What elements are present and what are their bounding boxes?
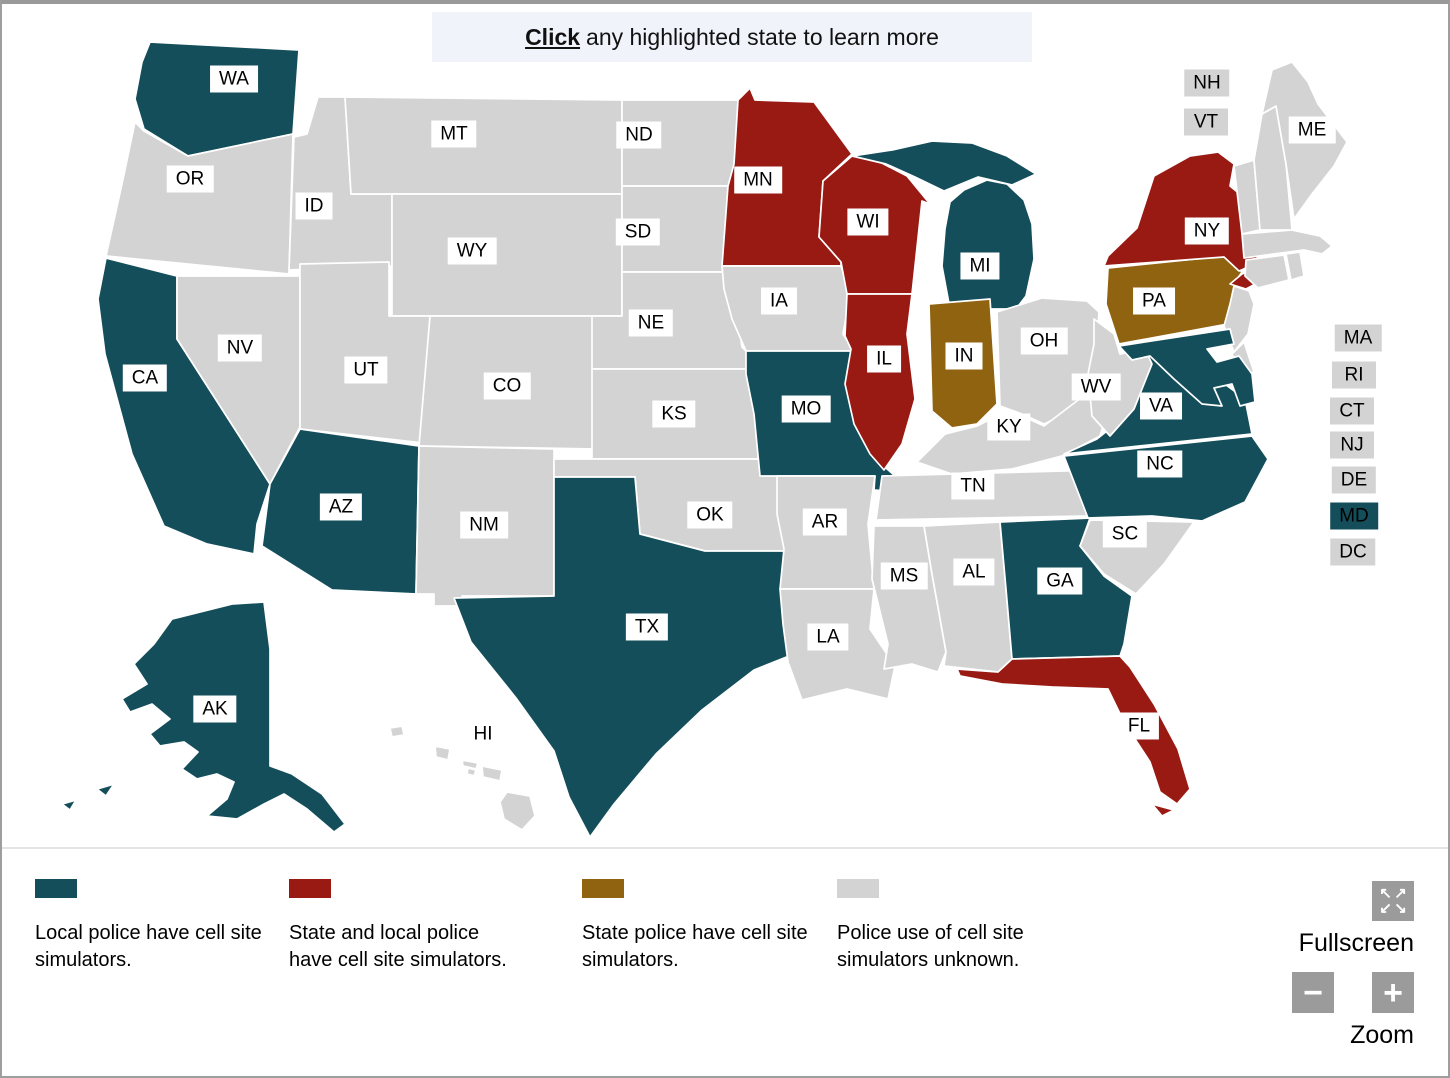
- state-label-SC: SC: [1102, 520, 1148, 548]
- state-label-ME: ME: [1288, 116, 1336, 144]
- state-label-MS: MS: [880, 562, 928, 590]
- fullscreen-label: Fullscreen: [1298, 929, 1414, 957]
- state-label-NJ: NJ: [1330, 431, 1374, 459]
- state-label-NM: NM: [460, 511, 508, 539]
- legend-label-state-local: State and local police have cell site si…: [289, 922, 507, 971]
- state-label-RI: RI: [1332, 361, 1376, 389]
- state-label-OR: OR: [166, 165, 214, 193]
- map-area: Click any highlighted state to learn mor…: [2, 4, 1448, 845]
- instruction-banner: Click any highlighted state to learn mor…: [432, 12, 1032, 62]
- state-label-WI[interactable]: WI: [847, 208, 889, 236]
- state-label-AK[interactable]: AK: [193, 695, 237, 723]
- state-label-VA[interactable]: VA: [1140, 392, 1182, 420]
- legend-item-unknown: Police use of cell site simulators unkno…: [837, 879, 1069, 974]
- instruction-click-word: Click: [525, 23, 581, 50]
- plus-icon: +: [1383, 973, 1403, 1012]
- state-TX[interactable]: [453, 476, 795, 838]
- state-label-CT: CT: [1330, 397, 1374, 425]
- legend-label-state: State police have cell site simulators.: [582, 922, 808, 971]
- zoom-label: Zoom: [1350, 1021, 1414, 1049]
- state-label-LA: LA: [807, 623, 849, 651]
- state-label-AZ[interactable]: AZ: [319, 493, 363, 521]
- zoom-out-button[interactable]: −: [1292, 972, 1334, 1013]
- state-label-SD: SD: [615, 218, 661, 246]
- legend-swatch-local: [35, 879, 77, 898]
- state-label-AR: AR: [802, 508, 848, 536]
- legend-label-local: Local police have cell site simulators.: [35, 922, 262, 971]
- state-RI: [1285, 251, 1305, 281]
- state-label-MN[interactable]: MN: [734, 166, 782, 194]
- fullscreen-button[interactable]: ↖ ↗ ↙ ↘: [1372, 881, 1414, 921]
- state-label-VT: VT: [1184, 108, 1228, 136]
- state-label-KY: KY: [987, 413, 1031, 441]
- legend-label-unknown: Police use of cell site simulators unkno…: [837, 922, 1024, 971]
- state-HI: [389, 725, 536, 831]
- state-FL[interactable]: [956, 655, 1191, 817]
- state-label-MI[interactable]: MI: [960, 252, 1000, 280]
- state-IL[interactable]: [844, 293, 916, 471]
- state-NC[interactable]: [1063, 435, 1269, 522]
- state-MA: [1241, 229, 1333, 259]
- state-label-FL[interactable]: FL: [1118, 712, 1160, 740]
- state-label-ID: ID: [295, 192, 333, 220]
- legend-swatch-state: [582, 879, 624, 898]
- state-CT: [1244, 254, 1290, 289]
- state-label-NC[interactable]: NC: [1137, 450, 1183, 478]
- state-label-TN: TN: [951, 472, 995, 500]
- state-WA[interactable]: [134, 41, 300, 157]
- state-label-WA[interactable]: WA: [210, 65, 258, 93]
- state-label-MA: MA: [1334, 324, 1382, 352]
- legend-swatch-unknown: [837, 879, 879, 898]
- state-label-MO[interactable]: MO: [781, 395, 831, 423]
- state-label-ND: ND: [616, 121, 662, 149]
- legend-item-state-local: State and local police have cell site si…: [289, 879, 521, 974]
- state-label-GA[interactable]: GA: [1037, 567, 1083, 595]
- state-label-CO: CO: [483, 372, 531, 400]
- legend-bar: Local police have cell site simulators. …: [2, 847, 1448, 1076]
- state-label-WY: WY: [447, 237, 497, 265]
- state-label-MT: MT: [431, 120, 477, 148]
- state-label-OK: OK: [687, 501, 733, 529]
- state-label-DC: DC: [1330, 538, 1376, 566]
- state-label-CA[interactable]: CA: [122, 364, 168, 392]
- state-label-HI: HI: [473, 723, 493, 745]
- state-label-WV: WV: [1071, 373, 1121, 401]
- minus-icon: −: [1303, 973, 1323, 1012]
- legend-swatch-state-local: [289, 879, 331, 898]
- state-label-KS: KS: [652, 400, 696, 428]
- state-label-IN[interactable]: IN: [945, 342, 983, 370]
- state-label-MD[interactable]: MD: [1330, 502, 1378, 530]
- state-label-AL: AL: [953, 558, 995, 586]
- instruction-text: any highlighted state to learn more: [586, 23, 939, 50]
- state-label-OH: OH: [1020, 327, 1068, 355]
- state-label-NE: NE: [628, 309, 674, 337]
- state-label-NY[interactable]: NY: [1184, 217, 1230, 245]
- map-controls: ↖ ↗ ↙ ↘ Fullscreen − + Zoom: [1184, 881, 1414, 1064]
- fullscreen-icon: ↖ ↗ ↙ ↘: [1379, 885, 1407, 917]
- state-label-TX[interactable]: TX: [625, 613, 669, 641]
- state-MD[interactable]: [1118, 328, 1256, 407]
- state-label-IL[interactable]: IL: [867, 345, 901, 373]
- legend-item-local: Local police have cell site simulators.: [35, 879, 267, 974]
- state-label-IA: IA: [761, 287, 797, 315]
- state-label-NV: NV: [217, 334, 263, 362]
- state-label-UT: UT: [344, 356, 388, 384]
- state-MT: [344, 96, 623, 195]
- state-label-DE: DE: [1331, 466, 1377, 494]
- state-label-NH: NH: [1184, 69, 1230, 97]
- zoom-in-button[interactable]: +: [1372, 972, 1414, 1013]
- state-WY: [391, 193, 623, 317]
- state-label-PA[interactable]: PA: [1133, 287, 1175, 315]
- legend-item-state: State police have cell site simulators.: [582, 879, 814, 974]
